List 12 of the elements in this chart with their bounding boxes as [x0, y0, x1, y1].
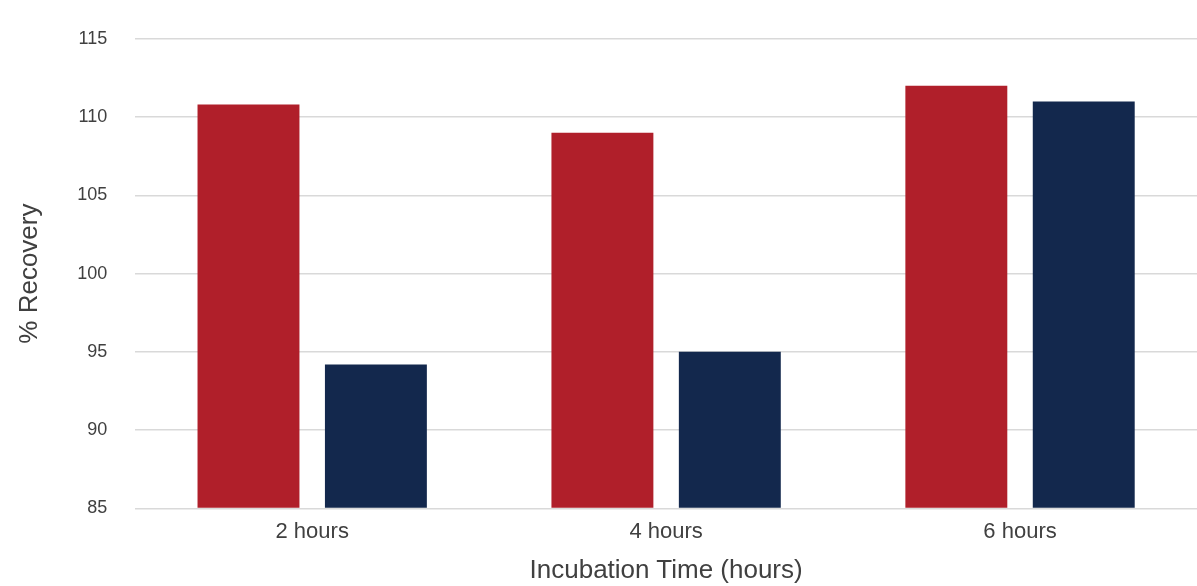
- y-tick-label: 110: [78, 106, 108, 127]
- x-tick-label: 2 hours: [275, 517, 349, 543]
- y-tick-label: 115: [78, 27, 108, 48]
- y-tick-label: 85: [87, 497, 108, 518]
- y-axis-title: % Recovery: [12, 203, 43, 344]
- y-tick-label: 100: [77, 262, 108, 283]
- y-tick-label: 95: [87, 340, 108, 361]
- y-tick-label: 105: [77, 184, 108, 205]
- x-axis-title: Incubation Time (hours): [529, 553, 803, 584]
- x-tick-label: 6 hours: [983, 517, 1057, 543]
- x-tick-label: 4 hours: [629, 517, 703, 543]
- y-tick-label: 90: [87, 419, 108, 440]
